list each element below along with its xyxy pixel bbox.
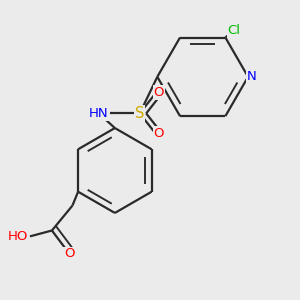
Text: HO: HO [8,230,28,243]
Text: S: S [135,106,144,121]
Text: HN: HN [89,107,109,120]
Text: O: O [64,248,75,260]
Text: O: O [154,128,164,140]
Text: Cl: Cl [228,24,241,37]
Text: O: O [154,86,164,99]
Text: N: N [247,70,256,83]
